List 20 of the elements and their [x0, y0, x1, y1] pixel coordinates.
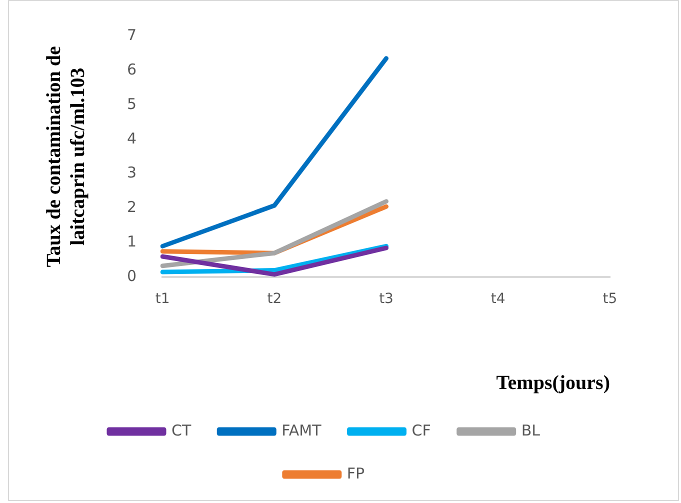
y-tick-label: 7	[126, 26, 137, 44]
y-tick-label: 4	[126, 129, 137, 148]
x-axis-title: Temps(jours)	[496, 372, 610, 394]
legend-label: CF	[412, 421, 431, 440]
y-tick-label: 5	[126, 94, 137, 113]
x-tick-label: t2	[267, 291, 282, 308]
x-tick-label: t5	[602, 291, 618, 308]
y-tick-label: 2	[126, 198, 137, 216]
y-tick-label: 6	[126, 60, 137, 78]
x-tick-label: t3	[379, 291, 394, 308]
y-tick-label: 0	[126, 267, 137, 286]
y-tick-label: 1	[126, 232, 137, 251]
legend-label: BL	[521, 421, 541, 440]
legend-label: FP	[346, 464, 365, 482]
x-tick-label: t1	[155, 291, 170, 308]
legend-label: CT	[172, 421, 192, 440]
x-tick-label: t4	[490, 291, 506, 308]
y-axis-title: Taux de contamination de laitcaprin ufc/ml.103	[43, 46, 90, 268]
y-tick-label: 3	[126, 164, 137, 182]
legend-label: FAMT	[282, 421, 322, 440]
